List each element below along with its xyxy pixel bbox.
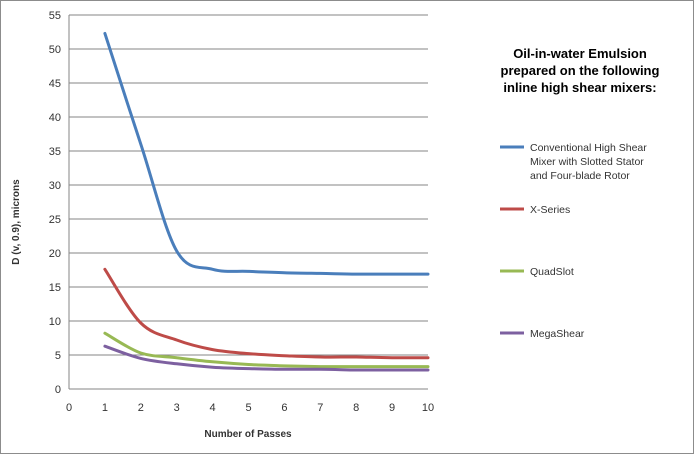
x-tick-label: 2 [138, 402, 144, 414]
legend-title-line-1: Oil-in-water Emulsion [513, 46, 647, 61]
x-tick-label: 6 [281, 402, 287, 414]
y-tick-label: 15 [49, 282, 61, 294]
x-tick-label: 4 [210, 402, 216, 414]
y-tick-label: 5 [55, 350, 61, 362]
legend-title-line-2: prepared on the following [501, 63, 660, 78]
y-tick-label: 25 [49, 214, 61, 226]
x-tick-label: 7 [317, 402, 323, 414]
legend-label-conventional-high-shear-mixer-with-slotted-stator-and-four-blade-rotor: and Four-blade Rotor [530, 170, 630, 182]
legend-label-x-series: X-Series [530, 204, 570, 216]
legend-label-quadslot: QuadSlot [530, 266, 574, 278]
legend-title-line-3: inline high shear mixers: [503, 80, 656, 95]
series-line-x-series [103, 267, 430, 360]
x-tick-label: 10 [422, 402, 434, 414]
x-tick-label: 9 [389, 402, 395, 414]
y-tick-label: 20 [49, 248, 61, 260]
legend-label-megashear: MegaShear [530, 328, 585, 340]
legend-entries: Conventional High Shear Mixer with Slotte… [500, 142, 647, 340]
x-tick-label: 0 [66, 402, 72, 414]
y-tick-label: 35 [49, 146, 61, 158]
x-tick-label: 5 [245, 402, 251, 414]
y-axis-title: D (v, 0.9), microns [11, 179, 22, 265]
series-lines [103, 31, 430, 372]
x-tick-label: 3 [174, 402, 180, 414]
series-line-quadslot [103, 331, 430, 369]
series-line-conventional-high-shear-mixer-with-slotted-stator-and-four-blade-rotor [103, 31, 430, 276]
gridlines [69, 14, 428, 356]
x-tick-label: 8 [353, 402, 359, 414]
x-tick-label: 1 [102, 402, 108, 414]
y-tick-label: 30 [49, 180, 61, 192]
y-tick-label: 50 [49, 44, 61, 56]
legend-label-conventional-high-shear-mixer-with-slotted-stator-and-four-blade-rotor: Conventional High Shear [530, 142, 647, 154]
legend-label-conventional-high-shear-mixer-with-slotted-stator-and-four-blade-rotor: Mixer with Slotted Stator [530, 156, 644, 168]
x-tick-labels: 0 1 2 3 4 5 6 7 8 9 10 [66, 402, 434, 414]
x-axis-title: Number of Passes [204, 429, 292, 440]
y-tick-labels: 0 5 10 15 20 25 30 35 40 45 50 55 [49, 10, 61, 396]
y-tick-label: 0 [55, 384, 61, 396]
y-tick-label: 10 [49, 316, 61, 328]
series-line-megashear [103, 344, 430, 372]
y-tick-label: 55 [49, 10, 61, 22]
y-tick-label: 45 [49, 78, 61, 90]
y-tick-label: 40 [49, 112, 61, 124]
legend: Oil-in-water Emulsion prepared on the fo… [500, 46, 660, 340]
